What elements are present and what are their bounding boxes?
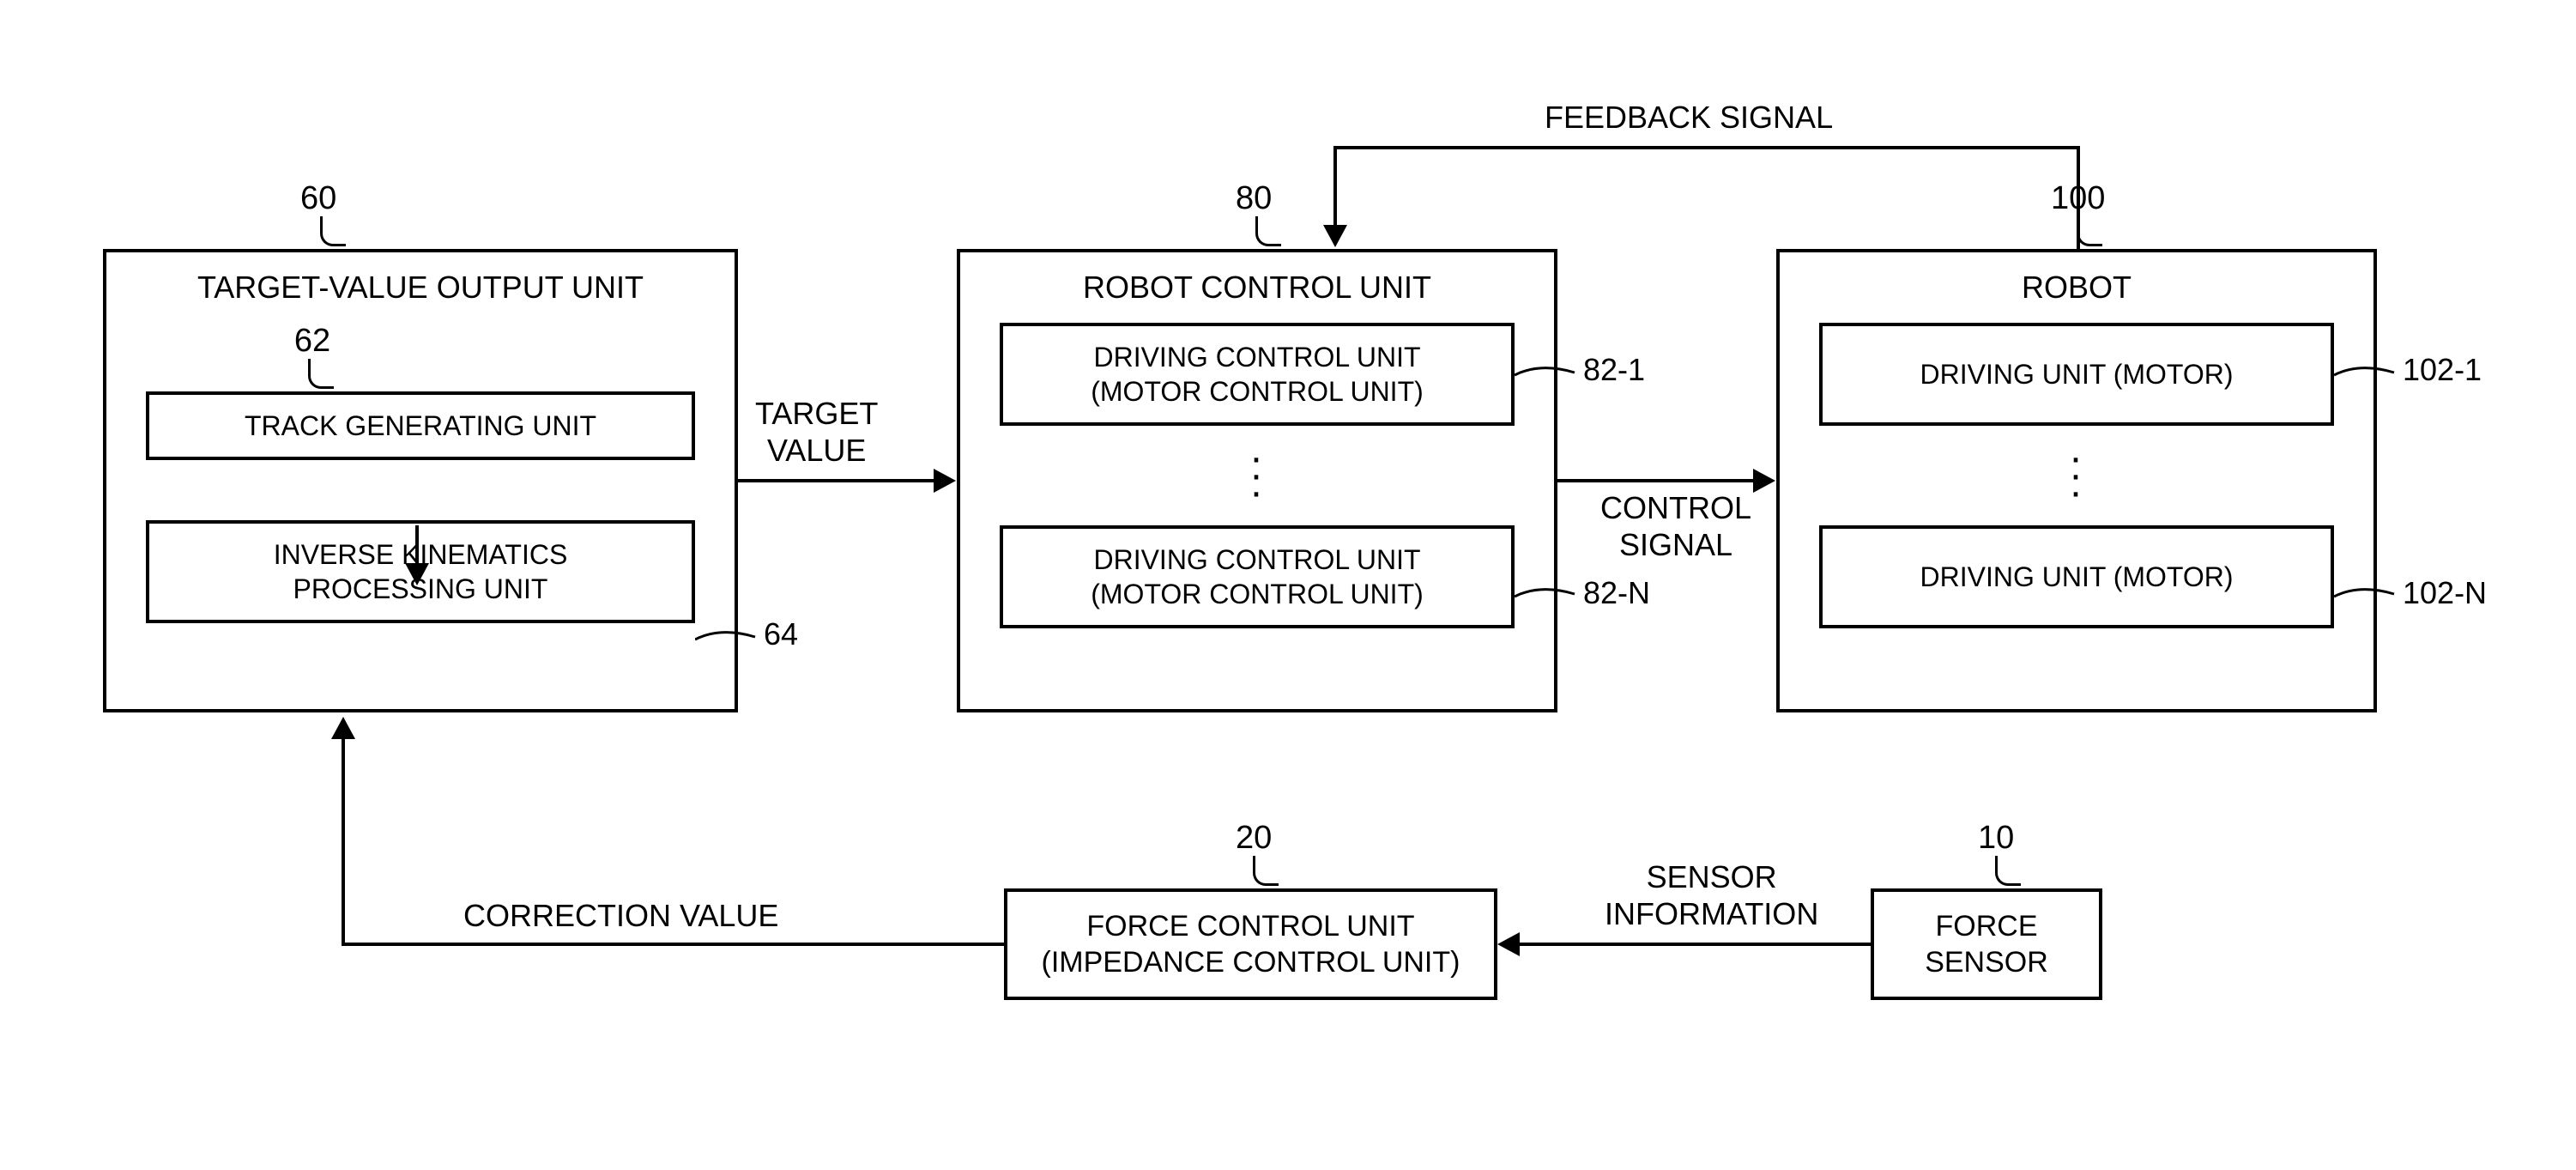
arrow-control-to-robot-line xyxy=(1557,479,1755,482)
ref-hook-100 xyxy=(2077,216,2102,246)
curve-102-n xyxy=(2334,584,2403,609)
ref-hook-20 xyxy=(1253,856,1279,886)
arrow-control-to-robot-head xyxy=(1753,469,1775,493)
feedback-hline xyxy=(1333,146,2080,149)
driving-control-1-box: DRIVING CONTROL UNIT (MOTOR CONTROL UNIT… xyxy=(1000,323,1515,426)
arrow-sensor-to-force-head xyxy=(1497,932,1520,956)
feedback-vline-left xyxy=(1333,146,1337,227)
ref-62: 62 xyxy=(269,323,355,360)
force-control-label: FORCE CONTROL UNIT (IMPEDANCE CONTROL UN… xyxy=(1042,908,1460,981)
dots-robot: ··· xyxy=(1780,450,2373,501)
ref-hook-62 xyxy=(308,359,334,389)
arrow-target-to-control-head xyxy=(934,469,956,493)
arrow-track-to-ik-line xyxy=(415,525,419,568)
curve-82-1 xyxy=(1515,362,1583,388)
edge-label-correction: CORRECTION VALUE xyxy=(463,897,778,934)
edge-label-sensor-info: SENSOR INFORMATION xyxy=(1605,858,1818,932)
diagram-container: 60 TARGET-VALUE OUTPUT UNIT 62 TRACK GEN… xyxy=(0,0,2576,1170)
edge-label-feedback: FEEDBACK SIGNAL xyxy=(1545,99,1833,136)
feedback-arrow-head xyxy=(1323,225,1347,247)
robot-control-block: ROBOT CONTROL UNIT DRIVING CONTROL UNIT … xyxy=(957,249,1557,712)
target-value-output-block: TARGET-VALUE OUTPUT UNIT 62 TRACK GENERA… xyxy=(103,249,738,712)
robot-block: ROBOT DRIVING UNIT (MOTOR) ··· DRIVING U… xyxy=(1776,249,2377,712)
force-sensor-label: FORCE SENSOR xyxy=(1925,908,2048,981)
arrow-track-to-ik-head xyxy=(405,563,429,585)
ref-64: 64 xyxy=(764,616,798,652)
feedback-vline-right xyxy=(2077,146,2080,249)
ref-hook-80 xyxy=(1255,216,1281,246)
arrow-force-to-target-head xyxy=(331,717,355,739)
robot-title: ROBOT xyxy=(1780,252,2373,323)
ref-82-n: 82-N xyxy=(1583,575,1650,611)
robot-control-title: ROBOT CONTROL UNIT xyxy=(960,252,1554,323)
ref-82-1: 82-1 xyxy=(1583,352,1645,388)
curve-82-n xyxy=(1515,584,1583,609)
driving-unit-1-box: DRIVING UNIT (MOTOR) xyxy=(1819,323,2334,426)
ref-hook-10 xyxy=(1995,856,2021,886)
ref-80: 80 xyxy=(1236,180,1272,217)
arrow-force-to-target-hline xyxy=(342,943,1007,946)
arrow-target-to-control-line xyxy=(738,479,935,482)
ref-20: 20 xyxy=(1236,820,1272,857)
ref-102-n: 102-N xyxy=(2403,575,2487,611)
ref-10: 10 xyxy=(1978,820,2014,857)
arrow-force-to-target-vline xyxy=(342,738,345,944)
curve-64 xyxy=(695,627,764,652)
edge-label-target-value: TARGET VALUE xyxy=(755,395,878,469)
driving-control-n-box: DRIVING CONTROL UNIT (MOTOR CONTROL UNIT… xyxy=(1000,525,1515,628)
track-generating-box: TRACK GENERATING UNIT xyxy=(146,391,695,460)
arrow-sensor-to-force-line xyxy=(1519,943,1871,946)
ref-hook-60 xyxy=(320,216,346,246)
ref-60: 60 xyxy=(300,180,336,217)
dots-robot-control: ··· xyxy=(960,450,1554,501)
force-sensor-block: FORCE SENSOR xyxy=(1871,888,2102,1000)
edge-label-control-signal: CONTROL SIGNAL xyxy=(1600,489,1751,563)
curve-102-1 xyxy=(2334,362,2403,388)
driving-unit-n-box: DRIVING UNIT (MOTOR) xyxy=(1819,525,2334,628)
ref-102-1: 102-1 xyxy=(2403,352,2482,388)
force-control-block: FORCE CONTROL UNIT (IMPEDANCE CONTROL UN… xyxy=(1004,888,1497,1000)
target-value-output-title: TARGET-VALUE OUTPUT UNIT xyxy=(106,252,735,323)
